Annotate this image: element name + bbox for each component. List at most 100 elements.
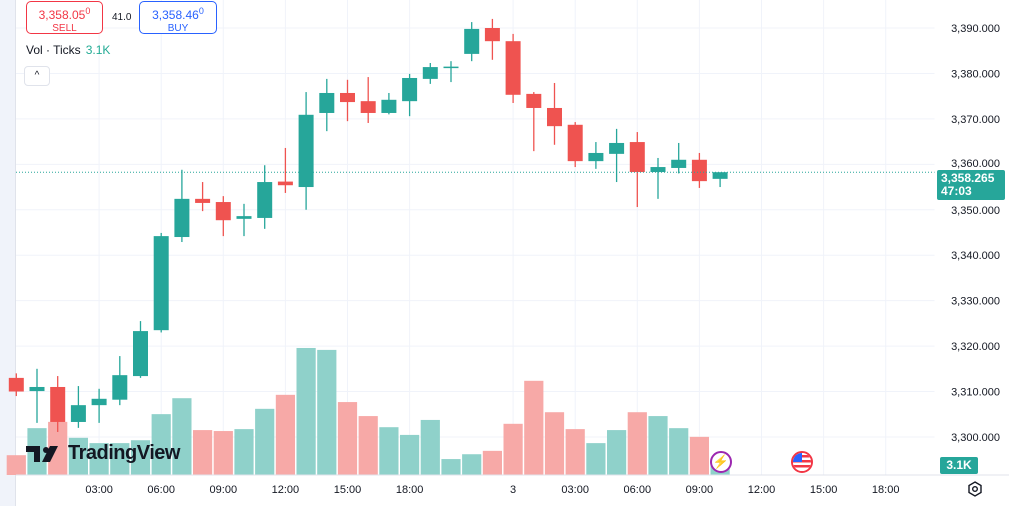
candle-body <box>712 172 728 179</box>
candle-body <box>629 142 645 173</box>
candle <box>443 61 459 83</box>
candle-body <box>360 101 376 113</box>
candle-body <box>277 181 293 186</box>
volume-bar <box>669 428 689 475</box>
candle <box>629 132 645 208</box>
tradingview-logo-icon <box>26 445 58 462</box>
y-tick-label: 3,330.000 <box>951 296 1000 308</box>
price-axis[interactable]: 3,300.000 3,310.000 3,320.000 3,330.000 3,34… <box>951 23 1000 444</box>
sell-button[interactable]: 3,358.050 SELL <box>26 1 103 34</box>
candle <box>133 321 148 378</box>
candle <box>567 122 583 168</box>
volume-bar <box>172 398 192 475</box>
sell-label: SELL <box>52 23 77 34</box>
candle <box>464 22 480 62</box>
volume-bar <box>627 412 647 475</box>
candle <box>195 182 211 212</box>
candle-body <box>215 202 231 221</box>
volume-bar <box>234 429 254 475</box>
volume-bar <box>441 459 461 475</box>
candle <box>70 386 86 428</box>
x-tick-label: 18:00 <box>872 484 900 496</box>
candle <box>298 92 314 210</box>
volume-bars <box>6 347 730 475</box>
candle-body <box>381 99 397 113</box>
candle-body <box>174 198 190 238</box>
volume-bar <box>193 430 213 475</box>
last-volume-label: 3.1K <box>940 457 978 474</box>
candle-body <box>650 167 666 173</box>
y-tick-label: 3,340.000 <box>951 250 1000 262</box>
x-tick-label: 03:00 <box>561 484 589 496</box>
x-tick-label: 15:00 <box>334 484 362 496</box>
candle <box>712 172 728 188</box>
settings-icon[interactable] <box>966 480 984 498</box>
candle <box>547 82 562 145</box>
volume-bar <box>524 380 544 475</box>
sell-price: 3,358.05 <box>38 8 86 22</box>
candle <box>526 92 542 152</box>
volume-bar <box>565 429 585 475</box>
x-tick-label: 12:00 <box>272 484 300 496</box>
volume-bar <box>337 402 358 475</box>
candle <box>174 169 190 243</box>
volume-bar <box>400 434 420 475</box>
candle-body <box>91 398 107 406</box>
volume-bar <box>130 440 151 475</box>
buy-price-sup: 0 <box>198 6 204 16</box>
candle-body <box>153 236 169 331</box>
candle-body <box>671 159 687 168</box>
buy-button[interactable]: 3,358.460 BUY <box>139 1 217 34</box>
candle-body <box>340 92 355 103</box>
candle <box>91 388 107 423</box>
candle-body <box>112 375 128 400</box>
y-tick-label: 3,310.000 <box>951 387 1000 399</box>
tradingview-logo[interactable]: TradingView <box>26 442 180 465</box>
candle-body <box>50 386 66 422</box>
candle <box>588 142 604 169</box>
y-tick-label: 3,350.000 <box>951 205 1000 217</box>
x-tick-label: 18:00 <box>396 484 424 496</box>
x-tick-label: 15:00 <box>810 484 838 496</box>
candle <box>340 79 355 122</box>
volume-bar <box>358 416 378 475</box>
volume-legend[interactable]: Vol · Ticks 3.1K <box>26 43 110 57</box>
candle-body <box>609 142 625 154</box>
candle-body <box>298 114 314 188</box>
collapse-legend-button[interactable]: ^ <box>24 66 50 86</box>
candle-body <box>547 107 562 127</box>
volume-legend-label: Vol · Ticks <box>26 43 81 57</box>
x-tick-label: 03:00 <box>85 484 113 496</box>
candle <box>277 147 293 193</box>
candle <box>402 73 418 117</box>
volume-bar <box>296 347 316 475</box>
candles <box>8 18 728 432</box>
x-tick-label: 06:00 <box>624 484 652 496</box>
volume-bar <box>420 419 440 475</box>
candle-body <box>443 66 459 69</box>
y-tick-label: 3,360.000 <box>951 158 1000 170</box>
y-tick-label: 3,380.000 <box>951 68 1000 80</box>
candle-body <box>505 41 521 95</box>
volume-bar <box>255 408 275 475</box>
candle-body <box>464 28 480 54</box>
candle <box>319 78 335 132</box>
volume-bar <box>482 450 502 475</box>
candle-body <box>133 331 148 377</box>
candle <box>381 92 397 115</box>
volume-bar <box>6 455 26 475</box>
candle-body <box>691 159 707 182</box>
x-tick-label: 06:00 <box>147 484 175 496</box>
bar-countdown: 47:03 <box>941 184 972 198</box>
y-tick-label: 3,390.000 <box>951 23 1000 35</box>
candle-body <box>29 386 45 392</box>
candle-body <box>70 405 86 422</box>
volume-bar <box>68 437 88 475</box>
us-flag-icon[interactable] <box>791 451 813 473</box>
candle <box>153 232 169 333</box>
time-axis[interactable]: 03:00 06:00 09:00 12:00 15:00 18:00 3 03:00 06:0… <box>85 484 899 496</box>
lightning-icon[interactable]: ⚡ <box>710 451 732 473</box>
spread-value: 41.0 <box>112 12 132 23</box>
buy-label: BUY <box>167 23 189 34</box>
